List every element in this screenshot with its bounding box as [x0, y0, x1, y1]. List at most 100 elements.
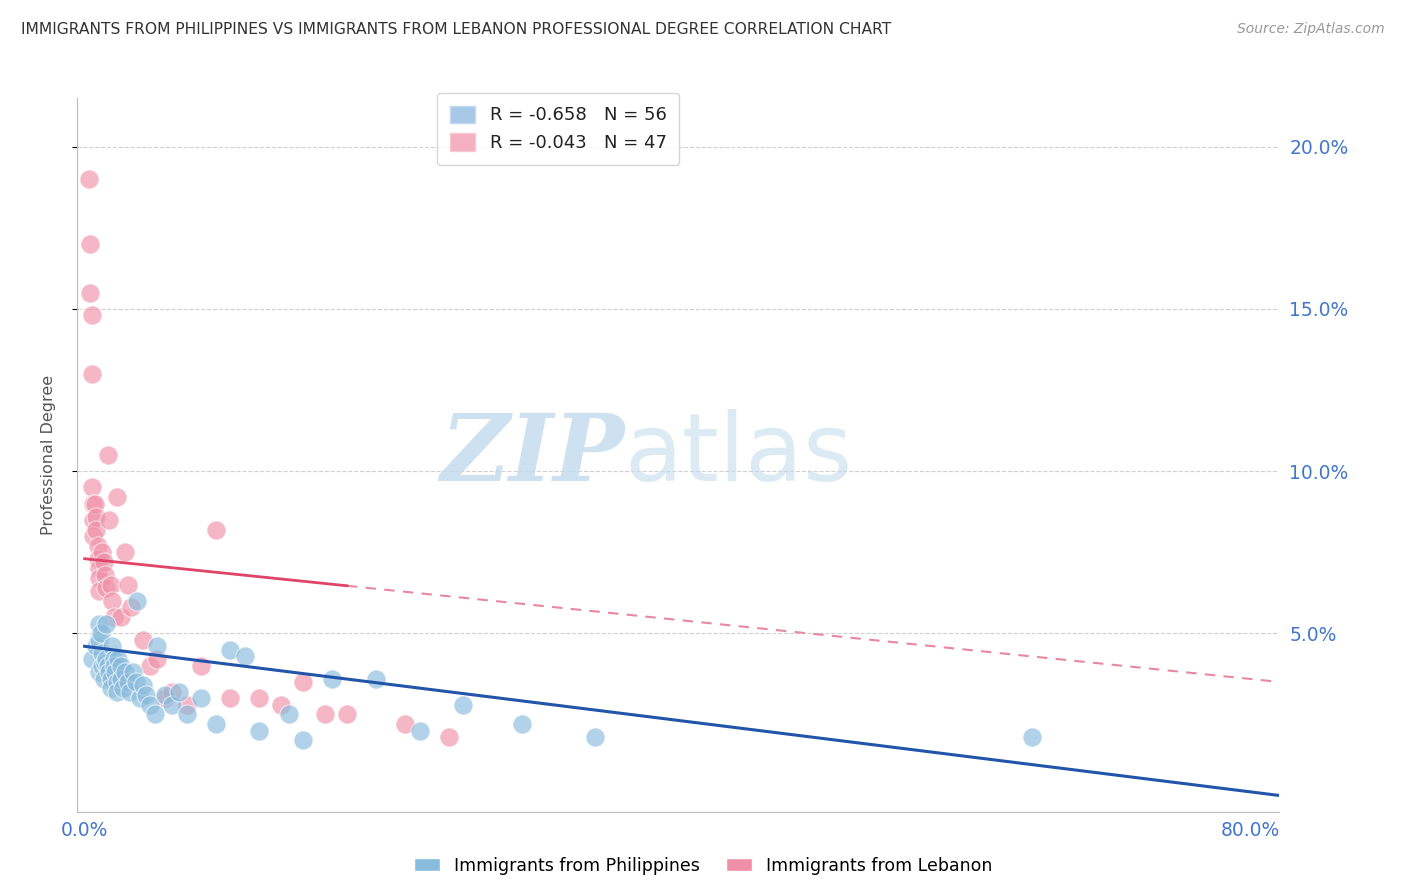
- Legend: R = -0.658   N = 56, R = -0.043   N = 47: R = -0.658 N = 56, R = -0.043 N = 47: [437, 93, 679, 165]
- Point: [96, 581, 118, 595]
- Point: [96, 652, 118, 666]
- Point: [87, 539, 110, 553]
- Point: [84, 523, 107, 537]
- Point: [409, 723, 432, 738]
- Point: [114, 665, 136, 680]
- Point: [190, 658, 212, 673]
- Text: Source: ZipAtlas.com: Source: ZipAtlas.com: [1237, 22, 1385, 37]
- Point: [190, 691, 212, 706]
- Point: [111, 681, 134, 696]
- Legend: Immigrants from Philippines, Immigrants from Lebanon: Immigrants from Philippines, Immigrants …: [406, 850, 1000, 881]
- Point: [80, 309, 103, 323]
- Point: [314, 707, 336, 722]
- Point: [117, 675, 139, 690]
- Point: [93, 672, 115, 686]
- Point: [100, 577, 122, 591]
- Point: [292, 675, 315, 690]
- Point: [83, 497, 105, 511]
- Point: [110, 658, 132, 673]
- Point: [91, 545, 114, 559]
- Point: [124, 675, 146, 690]
- Point: [146, 640, 169, 654]
- Point: [394, 717, 416, 731]
- Point: [270, 698, 292, 712]
- Point: [139, 698, 162, 712]
- Point: [321, 672, 343, 686]
- Point: [364, 672, 387, 686]
- Point: [84, 640, 107, 654]
- Point: [101, 594, 124, 608]
- Point: [79, 237, 101, 252]
- Point: [93, 555, 115, 569]
- Y-axis label: Professional Degree: Professional Degree: [42, 375, 56, 535]
- Point: [249, 691, 271, 706]
- Point: [89, 632, 111, 647]
- Point: [117, 577, 139, 591]
- Point: [583, 730, 606, 744]
- Point: [437, 730, 460, 744]
- Point: [176, 698, 198, 712]
- Point: [89, 665, 111, 680]
- Text: IMMIGRANTS FROM PHILIPPINES VS IMMIGRANTS FROM LEBANON PROFESSIONAL DEGREE CORRE: IMMIGRANTS FROM PHILIPPINES VS IMMIGRANT…: [21, 22, 891, 37]
- Point: [79, 285, 101, 300]
- Point: [153, 688, 176, 702]
- Point: [105, 675, 128, 690]
- Point: [169, 684, 191, 698]
- Point: [84, 509, 107, 524]
- Point: [91, 658, 114, 673]
- Point: [110, 610, 132, 624]
- Point: [98, 513, 121, 527]
- Point: [77, 172, 100, 186]
- Point: [1021, 730, 1043, 744]
- Point: [98, 665, 121, 680]
- Point: [80, 652, 103, 666]
- Point: [118, 684, 141, 698]
- Point: [90, 626, 112, 640]
- Point: [97, 658, 120, 673]
- Point: [160, 684, 183, 698]
- Point: [96, 616, 118, 631]
- Point: [249, 723, 271, 738]
- Point: [219, 691, 242, 706]
- Point: [82, 513, 104, 527]
- Point: [135, 688, 157, 702]
- Point: [105, 684, 128, 698]
- Point: [204, 523, 226, 537]
- Point: [91, 646, 114, 660]
- Point: [233, 648, 256, 663]
- Point: [100, 681, 122, 696]
- Point: [94, 568, 117, 582]
- Point: [132, 678, 155, 692]
- Point: [82, 529, 104, 543]
- Point: [100, 672, 122, 686]
- Point: [87, 551, 110, 566]
- Point: [107, 652, 129, 666]
- Point: [132, 632, 155, 647]
- Point: [114, 545, 136, 559]
- Point: [120, 600, 142, 615]
- Point: [104, 665, 127, 680]
- Point: [97, 448, 120, 462]
- Point: [336, 707, 359, 722]
- Point: [110, 672, 132, 686]
- Point: [82, 497, 104, 511]
- Point: [277, 707, 299, 722]
- Text: atlas: atlas: [624, 409, 852, 501]
- Point: [105, 490, 128, 504]
- Point: [292, 733, 315, 747]
- Point: [125, 594, 148, 608]
- Point: [101, 640, 124, 654]
- Point: [453, 698, 475, 712]
- Point: [204, 717, 226, 731]
- Point: [160, 698, 183, 712]
- Point: [103, 610, 125, 624]
- Point: [176, 707, 198, 722]
- Point: [103, 652, 125, 666]
- Point: [153, 691, 176, 706]
- Point: [510, 717, 533, 731]
- Point: [103, 658, 125, 673]
- Point: [139, 658, 162, 673]
- Point: [219, 642, 242, 657]
- Point: [89, 561, 111, 575]
- Point: [89, 616, 111, 631]
